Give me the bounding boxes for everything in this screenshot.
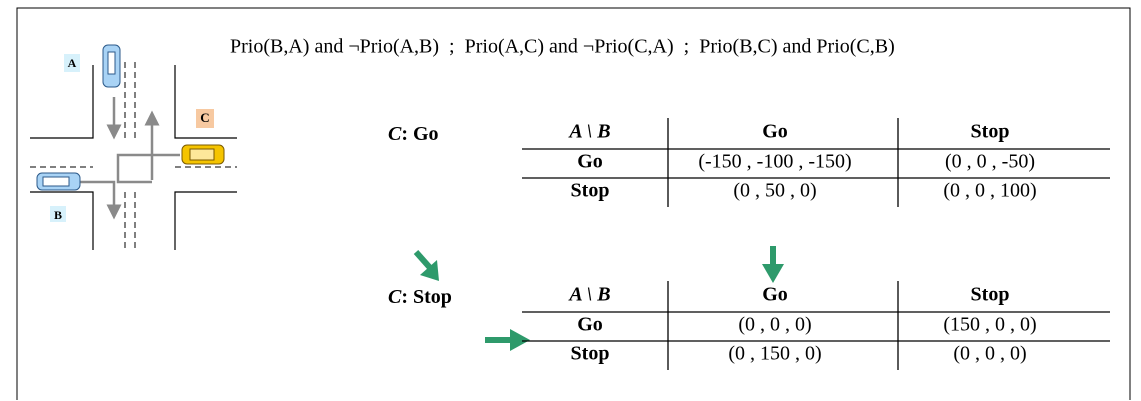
column-header: Stop	[971, 121, 1010, 143]
payoff: (-150 , -100 , -150)	[698, 151, 851, 173]
row-header: Stop	[571, 180, 610, 202]
corner: A \ B	[567, 121, 610, 143]
row-header: Go	[577, 151, 603, 173]
green-arrows	[413, 246, 784, 351]
payoff: (0 , 50 , 0)	[733, 180, 816, 202]
game-label: C: Stop	[388, 286, 452, 308]
action: : Stop	[401, 286, 452, 308]
player: C	[388, 286, 402, 308]
car-label: A	[68, 56, 77, 70]
frame	[16, 7, 1131, 400]
payoff: (0 , 0 , 100)	[943, 180, 1036, 202]
header: Prio(B,A) and ¬Prio(A,B) ; Prio(A,C) and…	[230, 36, 895, 58]
column-header: Go	[762, 121, 788, 143]
player: C	[388, 123, 402, 145]
action: : Go	[401, 123, 438, 145]
row-header: Stop	[571, 343, 610, 365]
car-label: C	[200, 110, 209, 125]
payoff: (0 , 0 , 0)	[738, 314, 811, 336]
intersection: A C B	[30, 44, 237, 250]
corner: A \ B	[567, 284, 610, 306]
game-label: C: Go	[388, 123, 439, 145]
car-label: B	[54, 208, 62, 222]
payoff: (150 , 0 , 0)	[943, 314, 1036, 336]
payoff: (0 , 150 , 0)	[728, 343, 821, 365]
row-header: Go	[577, 314, 603, 336]
payoff: (0 , 0 , -50)	[945, 151, 1035, 173]
payoff: (0 , 0 , 0)	[953, 343, 1026, 365]
column-header: Stop	[971, 284, 1010, 306]
column-header: Go	[762, 284, 788, 306]
